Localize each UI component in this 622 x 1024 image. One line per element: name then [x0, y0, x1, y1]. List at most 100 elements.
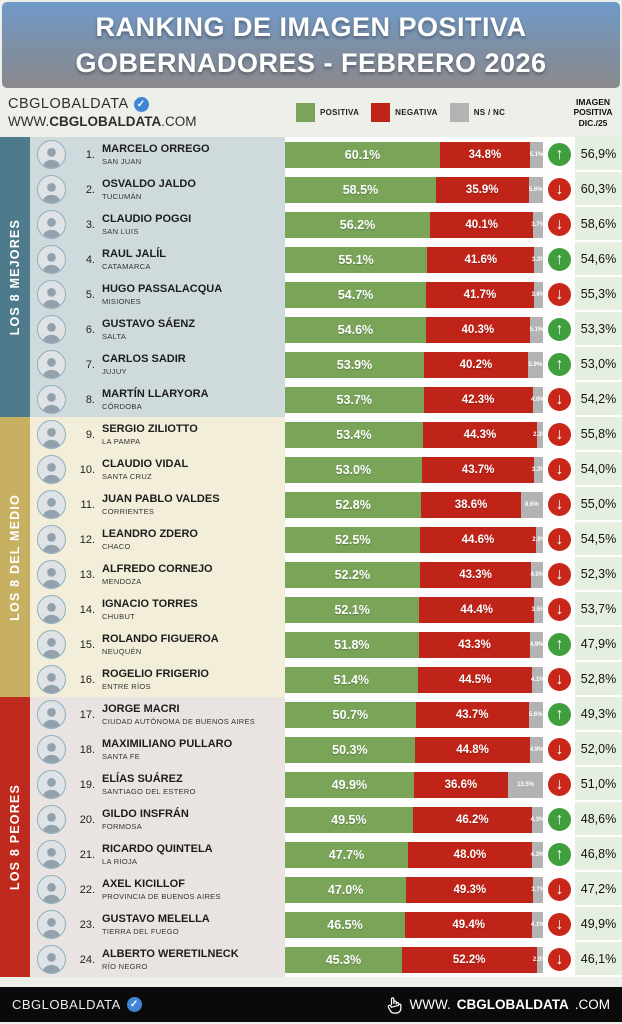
bar-zone: 58.5% 35.9% 5.6% ↓ — [285, 172, 575, 207]
table-row: 7. CARLOS SADIR JUJUY 53.9% 40.2% 5.9% ↑… — [30, 347, 622, 382]
stacked-bar: 54.7% 41.7% 3.6% — [285, 281, 545, 308]
governor-cell: 12. LEANDRO ZDERO CHACO — [30, 522, 285, 557]
positive-segment: 49.9% — [285, 771, 414, 798]
previous-value: 47,2% — [575, 872, 622, 907]
governor-names: MARCELO ORREGO SAN JUAN — [102, 143, 210, 165]
positive-segment: 50.3% — [285, 736, 415, 763]
governor-cell: 21. RICARDO QUINTELA LA RIOJA — [30, 837, 285, 872]
person-icon — [42, 638, 61, 658]
governor-cell: 4. RAUL JALÍL CATAMARCA — [30, 242, 285, 277]
positive-segment: 52.8% — [285, 491, 422, 518]
nsnc-segment: 4.1% — [531, 911, 545, 938]
nsnc-segment: 2.5% — [533, 946, 547, 973]
person-icon — [42, 708, 61, 728]
province-name: SANTA CRUZ — [102, 471, 152, 481]
previous-value: 54,6% — [575, 242, 622, 277]
negative-segment: 43.7% — [421, 456, 535, 483]
governor-names: ALFREDO CORNEJO MENDOZA — [102, 563, 213, 585]
governor-name: OSVALDO JALDO — [102, 178, 196, 191]
section-label: LOS 8 MEJORES — [8, 218, 22, 336]
bar-zone: 54.7% 41.7% 3.6% ↓ — [285, 277, 575, 312]
brand-url-name: CBGLOBALDATA — [49, 114, 162, 129]
negative-segment: 44.5% — [417, 666, 533, 693]
governor-names: ROLANDO FIGUEROA NEUQUÉN — [102, 633, 219, 655]
stacked-bar: 53.4% 44.3% 2.3% — [285, 421, 547, 448]
governor-names: IGNACIO TORRES CHUBUT — [102, 598, 198, 620]
table-row: 19. ELÍAS SUÁREZ SANTIAGO DEL ESTERO 49.… — [30, 767, 622, 802]
section-rows: 1. MARCELO ORREGO SAN JUAN 60.1% 34.8% 5… — [30, 137, 622, 417]
rank-number: 20. — [79, 813, 95, 826]
governor-cell: 3. CLAUDIO POGGI SAN LUIS — [30, 207, 285, 242]
person-icon — [42, 883, 61, 903]
rank-number: 10. — [79, 463, 95, 476]
governor-name: MARCELO ORREGO — [102, 143, 210, 156]
previous-value: 52,8% — [575, 662, 622, 697]
governor-cell: 19. ELÍAS SUÁREZ SANTIAGO DEL ESTERO — [30, 767, 285, 802]
table-row: 10. CLAUDIO VIDAL SANTA CRUZ 53.0% 43.7%… — [30, 452, 622, 487]
province-name: CHUBUT — [102, 611, 136, 621]
governor-names: MARTÍN LLARYORA CÓRDOBA — [102, 388, 209, 410]
trend-arrow-icon: ↓ — [546, 491, 573, 518]
bar-zone: 52.1% 44.4% 3.5% ↓ — [285, 592, 575, 627]
person-icon — [42, 218, 61, 238]
trend-arrow-icon: ↑ — [546, 806, 573, 833]
rank-number: 17. — [79, 708, 95, 721]
positive-segment: 52.5% — [285, 526, 421, 553]
trend-arrow-icon: ↑ — [546, 631, 573, 658]
previous-value: 55,3% — [575, 277, 622, 312]
table-row: 20. GILDO INSFRÁN FORMOSA 49.5% 46.2% 4.… — [30, 802, 622, 837]
stacked-bar: 60.1% 34.8% 5.1% — [285, 141, 543, 168]
trend-arrow-icon: ↑ — [546, 246, 573, 273]
negativa-swatch-icon — [371, 103, 391, 122]
positive-segment: 53.4% — [285, 421, 423, 448]
nsnc-segment: 2.3% — [533, 421, 547, 448]
positive-segment: 55.1% — [285, 246, 428, 273]
trend-arrow-icon: ↓ — [546, 526, 573, 553]
governor-cell: 23. GUSTAVO MELELLA TIERRA DEL FUEGO — [30, 907, 285, 942]
bar-zone: 45.3% 52.2% 2.5% ↓ — [285, 942, 575, 977]
governor-names: ELÍAS SUÁREZ SANTIAGO DEL ESTERO — [102, 773, 196, 795]
legend-item-positiva: POSITIVA — [296, 103, 359, 122]
governor-name: GUSTAVO SÁENZ — [102, 318, 196, 331]
governor-avatar — [37, 700, 66, 729]
province-name: LA RIOJA — [102, 856, 138, 866]
governor-cell: 6. GUSTAVO SÁENZ SALTA — [30, 312, 285, 347]
page-title-line2: GOBERNADORES - FEBRERO 2026 — [75, 48, 547, 78]
governor-avatar — [37, 595, 66, 624]
province-name: RÍO NEGRO — [102, 961, 148, 971]
stacked-bar: 52.2% 43.3% 4.5% — [285, 561, 544, 588]
hand-pointer-icon — [384, 995, 404, 1015]
stacked-bar: 55.1% 41.6% 3.3% — [285, 246, 546, 273]
governor-cell: 10. CLAUDIO VIDAL SANTA CRUZ — [30, 452, 285, 487]
governor-cell: 18. MAXIMILIANO PULLARO SANTA FE — [30, 732, 285, 767]
positive-segment: 60.1% — [285, 141, 441, 168]
negative-segment: 49.3% — [406, 876, 534, 903]
positive-segment: 53.9% — [285, 351, 425, 378]
bar-zone: 49.5% 46.2% 4.3% ↑ — [285, 802, 575, 837]
previous-value: 53,0% — [575, 347, 622, 382]
trend-arrow-icon: ↓ — [546, 911, 573, 938]
nsnc-segment: 3.7% — [531, 876, 545, 903]
province-name: SAN JUAN — [102, 156, 142, 166]
governor-name: LEANDRO ZDERO — [102, 528, 198, 541]
province-name: SANTA FE — [102, 751, 141, 761]
negative-segment: 44.6% — [420, 526, 536, 553]
governor-name: ELÍAS SUÁREZ — [102, 773, 183, 786]
page-title-banner: RANKING DE IMAGEN POSITIVA GOBERNADORES … — [2, 2, 620, 88]
stacked-bar: 46.5% 49.4% 4.1% — [285, 911, 545, 938]
person-icon — [42, 393, 61, 413]
governor-names: HUGO PASSALACQUA MISIONES — [102, 283, 222, 305]
nsnc-segment: 3.6% — [532, 281, 545, 308]
trend-arrow-icon: ↓ — [546, 421, 573, 448]
table-row: 12. LEANDRO ZDERO CHACO 52.5% 44.6% 2.9%… — [30, 522, 622, 557]
nsnc-segment: 3.7% — [531, 211, 545, 238]
governor-name: CLAUDIO VIDAL — [102, 458, 189, 471]
nsnc-swatch-icon — [449, 103, 469, 122]
previous-value: 54,2% — [575, 382, 622, 417]
negative-segment: 48.0% — [408, 841, 532, 868]
nsnc-segment: 4.9% — [530, 631, 544, 658]
governor-cell: 20. GILDO INSFRÁN FORMOSA — [30, 802, 285, 837]
nsnc-segment: 3.5% — [532, 596, 545, 623]
governor-names: GUSTAVO MELELLA TIERRA DEL FUEGO — [102, 913, 210, 935]
verified-badge-icon: ✓ — [133, 96, 149, 112]
